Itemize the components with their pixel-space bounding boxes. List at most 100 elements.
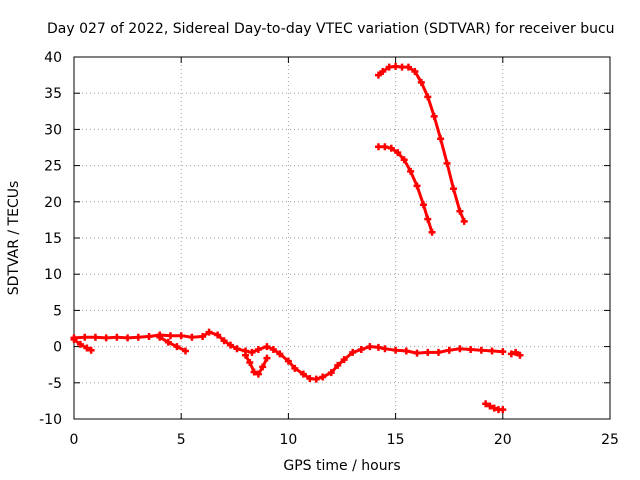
data-point	[164, 338, 172, 346]
data-point	[387, 144, 395, 152]
data-point	[227, 341, 235, 349]
series-arc-low-start	[70, 335, 95, 354]
series-arc-low-drop	[156, 333, 189, 355]
data-point	[512, 348, 520, 356]
series-arc-low-main	[70, 328, 507, 383]
data-point	[70, 335, 78, 343]
series-line	[158, 335, 187, 353]
y-tick-label: 35	[44, 86, 62, 102]
data-point	[434, 348, 442, 356]
data-point	[490, 404, 498, 412]
data-point	[173, 343, 181, 351]
data-point	[124, 334, 132, 342]
y-tick-label: 30	[44, 122, 62, 138]
data-point	[424, 348, 432, 356]
data-point	[263, 343, 271, 351]
grid	[74, 57, 610, 419]
x-tick-label: 15	[387, 432, 405, 448]
data-point	[188, 333, 196, 341]
data-point	[269, 345, 277, 353]
data-point	[357, 345, 365, 353]
data-point	[379, 67, 387, 75]
x-tick-label: 5	[177, 432, 186, 448]
data-point	[134, 333, 142, 341]
data-point	[430, 112, 438, 120]
y-axis-title: SDTVAR / TECUs	[6, 181, 22, 296]
y-tick-label: 20	[44, 195, 62, 211]
data-point	[145, 332, 153, 340]
x-tick-label: 10	[279, 432, 297, 448]
data-point	[263, 354, 271, 362]
data-point	[205, 328, 213, 336]
data-point	[81, 333, 89, 341]
y-tick-label: 0	[53, 340, 62, 356]
data-point	[407, 167, 415, 175]
data-point	[76, 340, 84, 348]
data-point	[334, 361, 342, 369]
series-arc-high-lower	[374, 143, 436, 236]
data-point	[374, 343, 382, 351]
data-point	[499, 406, 507, 414]
data-point	[445, 346, 453, 354]
data-point	[499, 348, 507, 356]
x-tick-label: 25	[601, 432, 619, 448]
data-point	[428, 228, 436, 236]
data-point	[392, 346, 400, 354]
data-point	[242, 351, 250, 359]
data-point	[248, 348, 256, 356]
y-tick-label: 10	[44, 267, 62, 283]
data-point	[402, 347, 410, 355]
series-arc-dip	[242, 351, 271, 378]
data-point	[424, 215, 432, 223]
data-point	[259, 363, 267, 371]
data-point	[486, 402, 494, 410]
y-tick-label: 5	[53, 303, 62, 319]
data-point	[385, 63, 393, 71]
data-point	[456, 207, 464, 215]
data-point	[449, 185, 457, 193]
data-point	[398, 63, 406, 71]
data-point	[507, 350, 515, 358]
data-point	[102, 334, 110, 342]
data-point	[400, 156, 408, 164]
y-tick-label: 25	[44, 159, 62, 175]
data-point	[156, 333, 164, 341]
x-tick-label: 20	[494, 432, 512, 448]
data-point	[327, 369, 335, 377]
data-point	[284, 357, 292, 365]
data-point	[83, 344, 91, 352]
y-tick-label: 40	[44, 50, 62, 66]
data-point	[488, 347, 496, 355]
data-point	[246, 359, 254, 367]
data-point	[254, 345, 262, 353]
data-point	[220, 337, 228, 345]
data-point	[113, 333, 121, 341]
data-point	[349, 348, 357, 356]
data-point	[254, 370, 262, 378]
data-point	[404, 63, 412, 71]
data-point	[467, 345, 475, 353]
data-point	[411, 67, 419, 75]
data-point	[437, 135, 445, 143]
data-point	[214, 331, 222, 339]
data-point	[276, 350, 284, 358]
data-point	[419, 201, 427, 209]
data-point	[482, 400, 490, 408]
series-arc-tail	[507, 348, 524, 359]
data-point	[381, 143, 389, 151]
data-point	[381, 345, 389, 353]
data-point	[394, 149, 402, 157]
data-point	[250, 368, 258, 376]
data-point	[177, 332, 185, 340]
data-point	[516, 351, 524, 359]
x-tick-label: 0	[70, 432, 79, 448]
series-arc-negative	[482, 400, 507, 414]
data-point	[460, 217, 468, 225]
data-point	[199, 332, 207, 340]
data-point	[312, 375, 320, 383]
data-point	[166, 332, 174, 340]
data-point	[374, 143, 382, 151]
x-axis-title: GPS time / hours	[283, 458, 400, 474]
data-point	[413, 182, 421, 190]
